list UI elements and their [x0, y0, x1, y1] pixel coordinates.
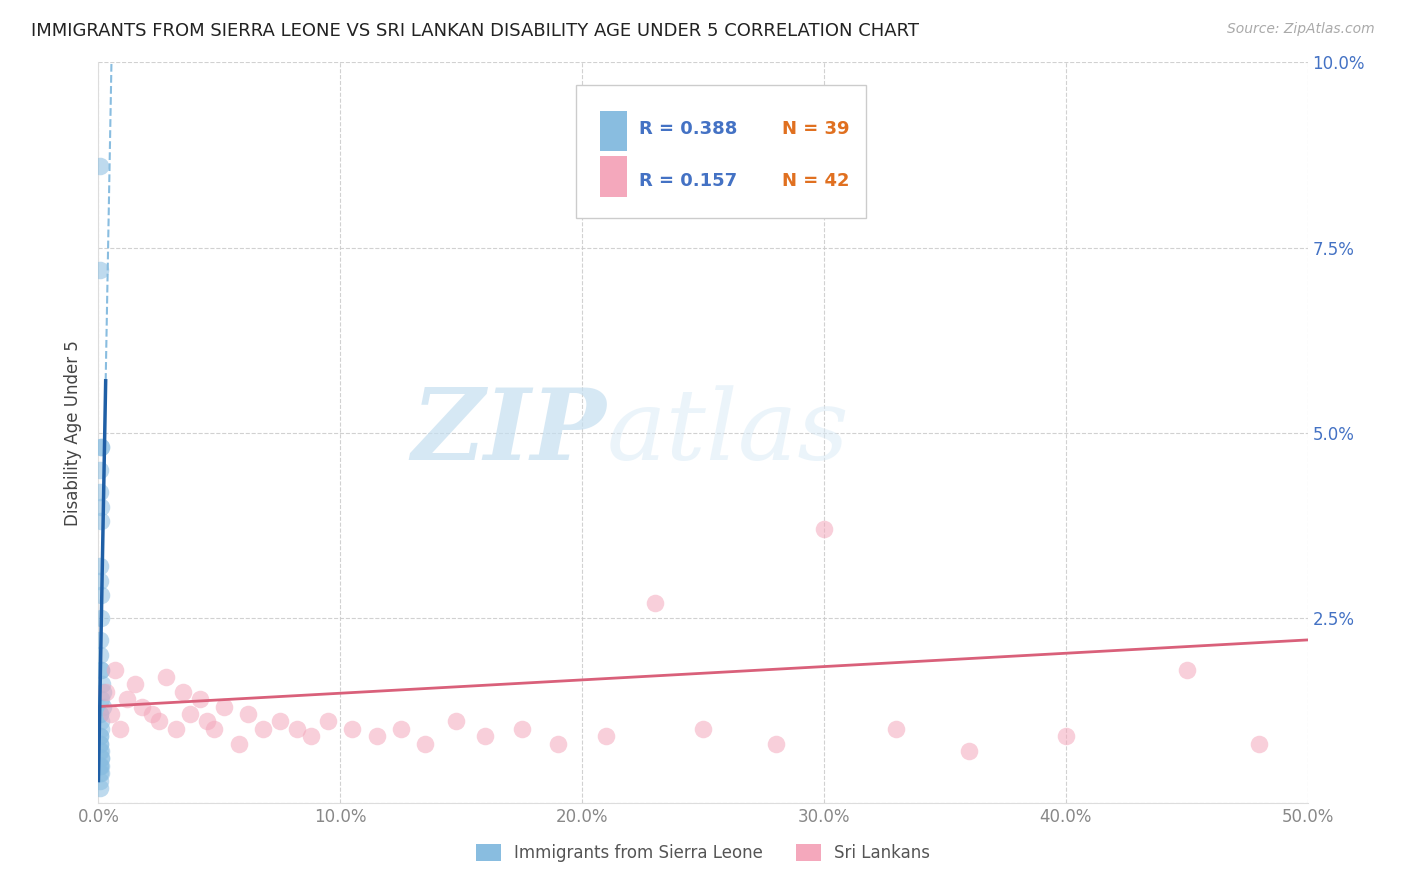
Text: ZIP: ZIP [412, 384, 606, 481]
Point [204, 722, 226, 736]
Point [90, 751, 112, 765]
Point [1175, 663, 1198, 677]
Point [89, 262, 111, 277]
Point [90, 610, 112, 624]
Text: Source: ZipAtlas.com: Source: ZipAtlas.com [1227, 22, 1375, 37]
Point [90, 758, 112, 772]
Point [108, 722, 131, 736]
Point [1054, 729, 1077, 743]
Text: R = 0.157: R = 0.157 [638, 172, 737, 190]
Point [89, 773, 111, 788]
Point [89, 648, 111, 662]
Point [299, 729, 322, 743]
Point [90, 441, 112, 455]
Point [90, 663, 112, 677]
Point [366, 729, 388, 743]
Point [90, 589, 112, 603]
Point [389, 722, 412, 736]
Point [90, 515, 112, 529]
Point [89, 758, 111, 772]
Point [89, 558, 111, 573]
FancyBboxPatch shape [600, 156, 627, 197]
Point [188, 692, 211, 706]
Point [131, 699, 153, 714]
Point [90, 714, 112, 729]
Text: atlas: atlas [606, 385, 849, 480]
FancyBboxPatch shape [576, 85, 866, 218]
Point [342, 722, 364, 736]
Point [1249, 737, 1271, 751]
Point [446, 714, 468, 729]
Point [510, 722, 533, 736]
Text: N = 42: N = 42 [782, 172, 849, 190]
Point [90, 744, 112, 758]
Point [117, 692, 139, 706]
Point [285, 722, 308, 736]
Point [90, 751, 112, 765]
Point [813, 522, 835, 536]
Point [89, 462, 111, 476]
FancyBboxPatch shape [600, 111, 627, 152]
Point [269, 714, 291, 729]
Point [595, 729, 617, 743]
Point [100, 706, 122, 721]
Point [165, 722, 187, 736]
Point [765, 737, 787, 751]
Point [89, 744, 111, 758]
Point [148, 714, 170, 729]
Point [89, 729, 111, 743]
Point [141, 706, 163, 721]
Point [89, 706, 111, 721]
Point [89, 729, 111, 743]
Point [89, 484, 111, 499]
Point [91, 699, 114, 714]
Point [89, 766, 111, 780]
Point [413, 737, 436, 751]
Point [172, 685, 194, 699]
Point [195, 714, 218, 729]
Point [238, 706, 260, 721]
Point [316, 714, 339, 729]
Point [90, 722, 112, 736]
Text: IMMIGRANTS FROM SIERRA LEONE VS SRI LANKAN DISABILITY AGE UNDER 5 CORRELATION CH: IMMIGRANTS FROM SIERRA LEONE VS SRI LANK… [31, 22, 920, 40]
Point [89, 780, 111, 795]
Point [212, 699, 235, 714]
Point [155, 670, 177, 684]
Point [644, 596, 666, 610]
Point [474, 729, 496, 743]
Point [89, 632, 111, 647]
Point [89, 737, 111, 751]
Point [692, 722, 714, 736]
Text: R = 0.388: R = 0.388 [638, 120, 737, 138]
Point [89, 574, 111, 588]
Point [179, 706, 201, 721]
Point [89, 758, 111, 772]
Point [886, 722, 908, 736]
Legend: Immigrants from Sierra Leone, Sri Lankans: Immigrants from Sierra Leone, Sri Lankan… [468, 837, 938, 869]
Point [90, 441, 112, 455]
Point [91, 685, 114, 699]
Point [89, 706, 111, 721]
Point [89, 737, 111, 751]
Point [89, 159, 111, 173]
Point [228, 737, 250, 751]
Point [90, 663, 112, 677]
Point [252, 722, 274, 736]
Point [104, 663, 127, 677]
Y-axis label: Disability Age Under 5: Disability Age Under 5 [65, 340, 83, 525]
Point [124, 677, 146, 691]
Point [957, 744, 980, 758]
Text: N = 39: N = 39 [782, 120, 849, 138]
Point [91, 677, 114, 691]
Point [90, 500, 112, 514]
Point [90, 766, 112, 780]
Point [547, 737, 569, 751]
Point [90, 692, 112, 706]
Point [94, 685, 117, 699]
